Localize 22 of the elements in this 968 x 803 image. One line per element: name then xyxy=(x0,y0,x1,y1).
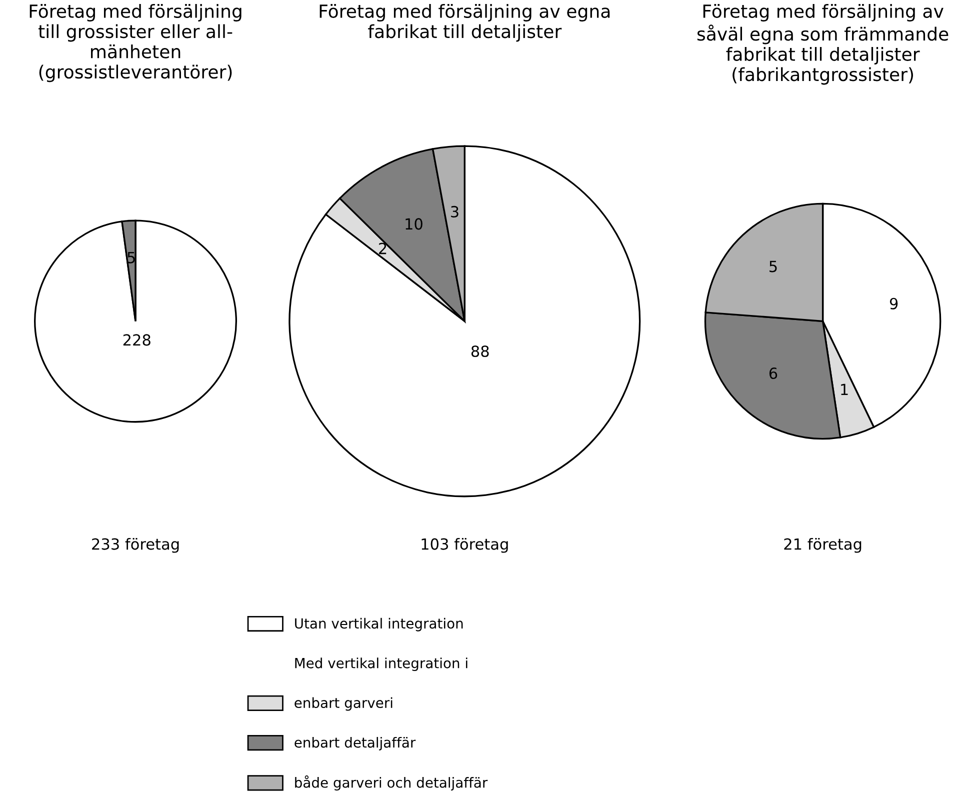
legend-label: Utan vertikal integration xyxy=(295,618,463,632)
text: 103 företag xyxy=(422,538,508,553)
text: 21 företag xyxy=(784,538,862,553)
legend-title: Med vertikal integration i xyxy=(295,658,468,672)
chart-title: Företag med försäljning av såväl egna som främmande fabrikat till detaljister (fabrikantgrossister) xyxy=(697,4,948,85)
data-label: 10 xyxy=(406,218,422,230)
data-label: 1 xyxy=(841,384,848,396)
data-label: 2 xyxy=(379,242,386,254)
chart-title: Företag med försäljning till grossister eller all- mänheten (grossistleverantörer) xyxy=(30,4,242,82)
legend-label: enbart garveri xyxy=(294,697,392,711)
data-label: 3 xyxy=(451,206,458,218)
text: 233 företag xyxy=(92,538,179,553)
legend-label: både garveri och detaljaffär xyxy=(295,775,488,790)
data-label: 5 xyxy=(770,260,777,272)
data-label: 228 xyxy=(123,334,150,346)
data-label: 88 xyxy=(471,346,489,358)
data-label: 6 xyxy=(769,368,778,380)
data-label: 9 xyxy=(890,298,898,310)
chart-title: Företag med försäljning av egna fabrikat till detaljister xyxy=(320,4,610,42)
pie-slice xyxy=(34,220,238,423)
legend-label: enbart detaljaffär xyxy=(294,736,416,750)
pie-slice xyxy=(288,145,641,498)
